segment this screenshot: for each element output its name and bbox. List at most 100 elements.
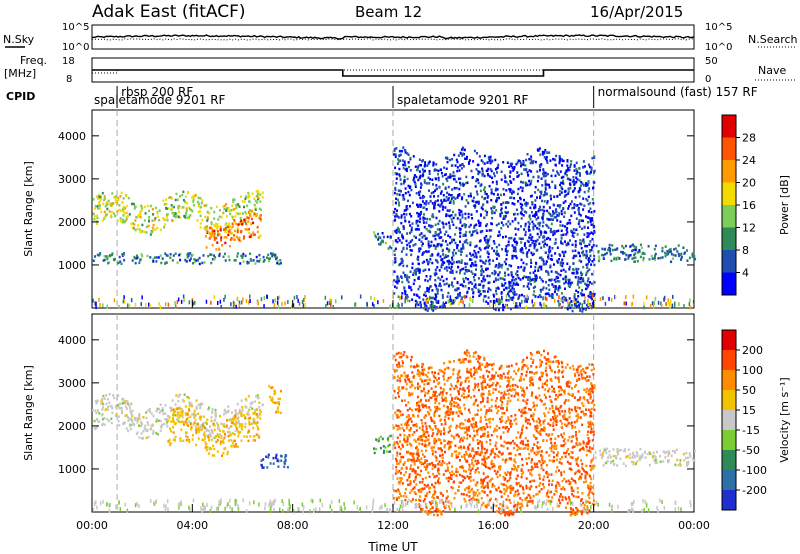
echo-point xyxy=(508,379,511,383)
echo-point xyxy=(511,220,514,223)
echo-point xyxy=(516,305,519,308)
echo-point xyxy=(423,195,426,199)
echo-point xyxy=(559,286,562,289)
echo-point xyxy=(661,249,664,253)
ground-scatter-point xyxy=(472,299,474,303)
noise-tick-right-bottom: 10^0 xyxy=(705,42,732,53)
ground-scatter-point xyxy=(272,299,274,304)
echo-point xyxy=(211,243,214,247)
echo-point xyxy=(256,201,259,204)
echo-point xyxy=(417,498,420,502)
echo-point xyxy=(168,196,171,199)
echo-point xyxy=(503,396,506,400)
echo-point xyxy=(615,258,618,261)
echo-point xyxy=(561,159,564,162)
echo-point xyxy=(252,426,255,430)
ground-scatter-point xyxy=(448,298,451,303)
echo-point xyxy=(549,265,552,269)
echo-point xyxy=(540,466,543,470)
echo-point xyxy=(513,166,516,169)
echo-point xyxy=(516,175,519,178)
ground-scatter-point xyxy=(562,305,565,310)
echo-point xyxy=(654,254,656,258)
echo-point xyxy=(609,248,612,251)
echo-point xyxy=(397,425,400,428)
echo-point xyxy=(232,238,235,241)
echo-point xyxy=(134,261,137,265)
echo-point xyxy=(438,269,441,272)
echo-point xyxy=(473,371,476,374)
echo-point xyxy=(495,223,498,227)
echo-point xyxy=(474,252,477,255)
echo-point xyxy=(492,293,495,297)
echo-point xyxy=(401,280,404,284)
echo-point xyxy=(455,424,458,428)
echo-point xyxy=(118,208,121,212)
ground-scatter-point xyxy=(429,295,431,300)
echo-point xyxy=(472,196,475,200)
echo-point xyxy=(136,256,139,259)
echo-point xyxy=(573,206,576,209)
echo-point xyxy=(389,450,392,453)
echo-point xyxy=(479,184,482,188)
echo-point xyxy=(506,292,509,296)
echo-point xyxy=(234,410,237,413)
echo-point xyxy=(201,218,204,222)
echo-point xyxy=(424,237,427,240)
echo-point xyxy=(540,177,543,180)
echo-point xyxy=(118,406,121,409)
echo-point xyxy=(520,469,523,472)
echo-point xyxy=(593,281,596,284)
echo-point xyxy=(472,230,474,233)
echo-point xyxy=(553,278,556,282)
echo-point xyxy=(171,259,174,262)
echo-point xyxy=(238,222,241,225)
echo-point xyxy=(435,163,438,166)
ground-scatter-point xyxy=(588,304,591,309)
echo-point xyxy=(558,161,561,165)
echo-point xyxy=(393,270,396,273)
echo-point xyxy=(563,432,566,435)
echo-point xyxy=(378,236,381,239)
echo-point xyxy=(123,259,126,262)
echo-point xyxy=(209,231,211,234)
echo-point xyxy=(495,252,498,255)
echo-point xyxy=(407,418,410,421)
echo-point xyxy=(541,184,544,187)
echo-point xyxy=(164,404,167,407)
echo-point xyxy=(480,272,483,276)
echo-point xyxy=(529,161,532,165)
echo-point xyxy=(446,179,449,183)
echo-point xyxy=(404,191,407,195)
echo-point xyxy=(225,411,228,415)
echo-point xyxy=(415,273,417,276)
echo-point xyxy=(514,254,517,258)
echo-point xyxy=(222,424,225,427)
echo-point xyxy=(559,493,562,496)
echo-point xyxy=(172,417,175,421)
echo-point xyxy=(519,159,522,163)
echo-point xyxy=(427,391,430,395)
echo-point xyxy=(197,437,200,440)
ground-scatter-point xyxy=(689,298,691,303)
ground-scatter-point xyxy=(366,301,368,306)
echo-point xyxy=(503,215,505,218)
echo-point xyxy=(489,300,492,303)
echo-point xyxy=(457,177,460,181)
echo-point xyxy=(405,253,408,256)
echo-point xyxy=(269,257,271,260)
echo-point xyxy=(456,244,459,247)
echo-point xyxy=(593,258,596,261)
echo-point xyxy=(374,234,377,237)
echo-point xyxy=(255,433,258,436)
echo-point xyxy=(589,207,592,210)
echo-point xyxy=(639,255,642,259)
echo-point xyxy=(572,256,575,260)
ground-scatter-point xyxy=(149,303,151,308)
echo-point xyxy=(516,192,519,196)
echo-point xyxy=(199,197,202,200)
echo-point xyxy=(508,264,511,267)
echo-point xyxy=(564,240,566,243)
echo-point xyxy=(588,490,591,493)
echo-point xyxy=(402,271,405,274)
